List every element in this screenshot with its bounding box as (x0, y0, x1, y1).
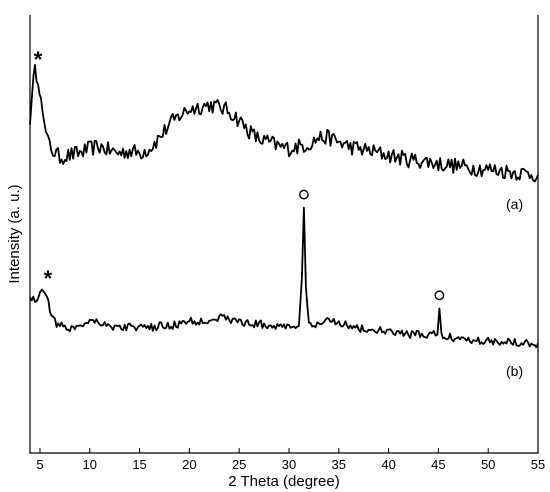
x-tick-label: 10 (83, 457, 97, 472)
x-tick-label: 55 (531, 457, 545, 472)
x-tick-label: 15 (132, 457, 146, 472)
asterisk-marker: * (34, 47, 43, 72)
series-label-a: (a) (506, 196, 523, 212)
x-tick-label: 50 (481, 457, 495, 472)
x-tick-label: 25 (232, 457, 246, 472)
axes (29, 15, 539, 454)
peak-markers: ** (34, 47, 445, 301)
x-tick-label: 30 (282, 457, 296, 472)
asterisk-marker: * (44, 266, 53, 291)
circle-marker (299, 189, 309, 200)
x-tick-label: 45 (431, 457, 445, 472)
plot-frame (29, 15, 539, 454)
x-tick-label: 5 (36, 457, 43, 472)
circle-marker (434, 290, 445, 301)
y-axis-title: Intensity (a. u.) (6, 184, 23, 283)
x-tick-label: 35 (332, 457, 346, 472)
series-group (29, 64, 539, 349)
x-axis-title: 2 Theta (degree) (228, 473, 339, 490)
series-line-a (29, 64, 539, 183)
x-tick-label: 20 (182, 457, 196, 472)
x-tick-label: 40 (381, 457, 395, 472)
series-line-b (29, 206, 539, 349)
series-label-b: (b) (506, 363, 523, 379)
x-ticks: 5 10 15 20 25 30 35 40 45 50 55 (36, 448, 545, 472)
